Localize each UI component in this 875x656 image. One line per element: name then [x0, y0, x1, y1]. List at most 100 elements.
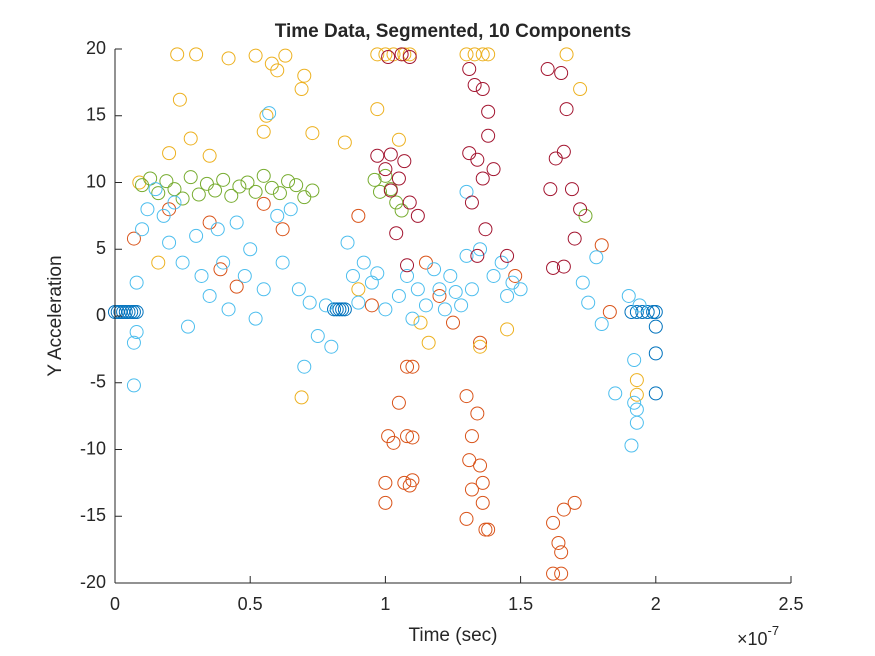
- scatter-point: [264, 180, 279, 195]
- scatter-point: [389, 226, 404, 241]
- scatter-point: [183, 170, 198, 185]
- scatter-point: [278, 48, 293, 63]
- scatter-point: [172, 92, 187, 107]
- scatter-point: [135, 222, 150, 237]
- scatter-point: [162, 146, 177, 161]
- scatter-point: [581, 295, 596, 310]
- scatter-point: [391, 171, 406, 186]
- scatter-point: [464, 195, 479, 210]
- scatter-point: [556, 144, 571, 159]
- scatter-point: [486, 162, 501, 177]
- scatter-point: [240, 175, 255, 190]
- scatter-point: [629, 415, 644, 430]
- scatter-point: [383, 147, 398, 162]
- scatter-point: [256, 282, 271, 297]
- scatter-point: [124, 304, 139, 319]
- y-tick-label: 0: [96, 305, 106, 325]
- scatter-point: [635, 304, 650, 319]
- scatter-point: [481, 47, 496, 62]
- scatter-point: [216, 172, 231, 187]
- scatter-point: [567, 231, 582, 246]
- scatter-point: [554, 566, 569, 581]
- scatter-point: [629, 304, 644, 319]
- y-axis-label: Y Acceleration: [45, 255, 66, 376]
- scatter-point: [378, 47, 393, 62]
- scatter-point: [410, 208, 425, 223]
- scatter-point: [283, 202, 298, 217]
- scatter-point: [564, 182, 579, 197]
- scatter-point: [289, 178, 304, 193]
- scatter-point: [248, 48, 263, 63]
- x-multiplier: ×10-7: [737, 623, 779, 648]
- scatter-point: [216, 255, 231, 270]
- scatter-point: [391, 395, 406, 410]
- scatter-point: [648, 319, 663, 334]
- y-tick-label: -5: [90, 372, 106, 392]
- scatter-point: [167, 195, 182, 210]
- scatter-point: [370, 47, 385, 62]
- scatter-point: [237, 268, 252, 283]
- scatter-point: [418, 298, 433, 313]
- scatter-point: [121, 304, 136, 319]
- scatter-point: [381, 50, 396, 65]
- scatter-point: [151, 186, 166, 201]
- plot-area: [108, 47, 663, 581]
- scatter-point: [183, 131, 198, 146]
- scatter-point: [624, 438, 639, 453]
- scatter-point: [446, 315, 460, 330]
- scatter-point: [543, 182, 558, 197]
- scatter-point: [389, 195, 404, 210]
- scatter-point: [402, 47, 417, 62]
- scatter-point: [632, 298, 647, 313]
- scatter-point: [481, 128, 496, 143]
- scatter-point: [559, 47, 574, 62]
- scatter-point: [378, 162, 393, 177]
- scatter-point: [356, 255, 371, 270]
- scatter-point: [232, 179, 247, 194]
- scatter-point: [256, 196, 271, 211]
- scatter-point: [229, 279, 244, 294]
- scatter-point: [129, 275, 144, 290]
- scatter-point: [132, 175, 147, 190]
- scatter-point: [170, 47, 185, 62]
- scatter-point: [297, 68, 312, 83]
- scatter-point: [432, 282, 447, 297]
- x-tick-label: 0.5: [238, 594, 263, 614]
- scatter-point: [156, 208, 171, 223]
- scatter-point: [270, 208, 285, 223]
- scatter-point: [459, 47, 474, 62]
- scatter-point: [191, 187, 206, 202]
- scatter-point: [602, 304, 617, 319]
- scatter-point: [459, 511, 474, 526]
- y-tick-label: -15: [80, 505, 106, 525]
- scatter-point: [162, 235, 177, 250]
- x-tick-label: 1.5: [508, 594, 533, 614]
- scatter-point: [481, 522, 496, 537]
- scatter-point: [448, 284, 463, 299]
- scatter-point: [243, 242, 258, 257]
- y-tick-label: -20: [80, 572, 106, 592]
- scatter-point: [291, 282, 306, 297]
- scatter-point: [575, 275, 590, 290]
- multiplier-base: ×10: [737, 629, 768, 649]
- scatter-point: [648, 386, 663, 401]
- scatter-point: [126, 231, 141, 246]
- scatter-point: [594, 238, 609, 253]
- x-axis-label: Time (sec): [408, 625, 497, 646]
- scatter-point: [629, 387, 644, 402]
- scatter-point: [594, 317, 609, 332]
- scatter-point: [181, 319, 196, 334]
- scatter-point: [383, 183, 398, 198]
- scatter-point: [229, 215, 244, 230]
- scatter-point: [402, 50, 417, 65]
- scatter-point: [462, 62, 477, 77]
- scatter-point: [400, 359, 415, 374]
- scatter-point: [118, 304, 133, 319]
- scatter-point: [546, 260, 561, 275]
- scatter-point: [394, 47, 409, 62]
- scatter-point: [116, 304, 131, 319]
- scatter-point: [475, 82, 490, 97]
- x-tick-label: 2: [651, 594, 661, 614]
- scatter-point: [378, 475, 393, 490]
